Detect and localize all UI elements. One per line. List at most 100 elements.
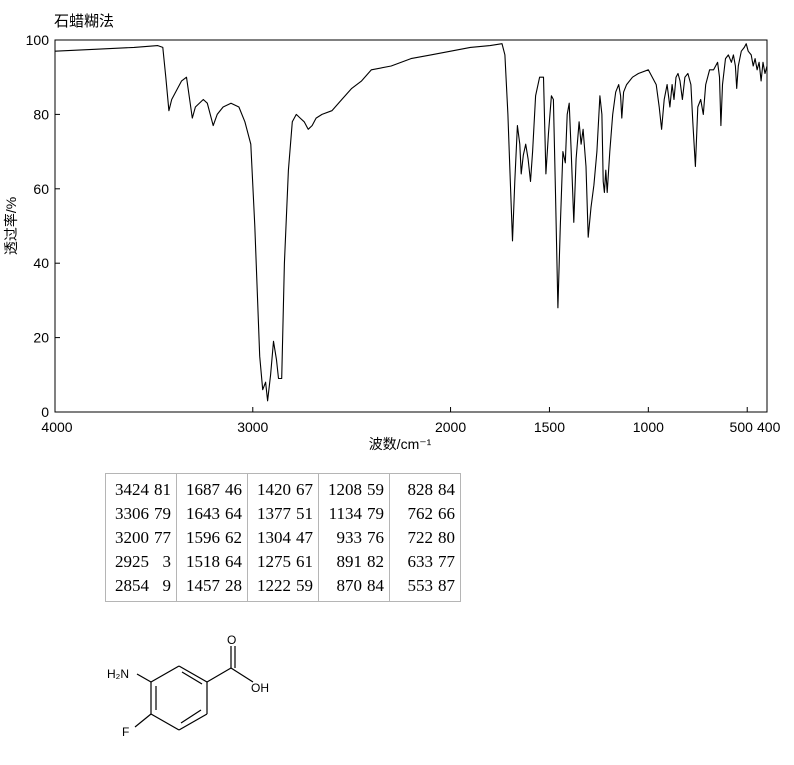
peak-entry: 1222 59 <box>253 574 313 598</box>
peak-entry: 2925 3 <box>111 550 171 574</box>
peak-transmittance: 59 <box>367 480 384 499</box>
peak-wavenumber: 1420 <box>257 480 291 499</box>
peak-wavenumber: 1208 <box>328 480 362 499</box>
peak-wavenumber: 1377 <box>257 504 291 523</box>
peak-wavenumber: 553 <box>407 576 434 595</box>
peak-entry: 762 66 <box>395 502 456 526</box>
peak-wavenumber: 762 <box>407 504 434 523</box>
peak-wavenumber: 2925 <box>115 552 149 571</box>
peak-transmittance: 62 <box>225 528 242 547</box>
peak-transmittance: 64 <box>225 504 242 523</box>
peak-wavenumber: 3200 <box>115 528 149 547</box>
peak-wavenumber: 633 <box>407 552 434 571</box>
peak-entry: 3306 79 <box>111 502 171 526</box>
peak-transmittance: 84 <box>438 480 455 499</box>
peak-wavenumber: 933 <box>336 528 363 547</box>
x-axis-label: 波数/cm⁻¹ <box>369 436 432 452</box>
peak-transmittance: 51 <box>296 504 313 523</box>
peak-wavenumber: 828 <box>407 480 434 499</box>
peak-table-column: 1687 46 1643 64 1596 62 1518 64 1457 28 <box>176 473 248 602</box>
y-tick-label: 100 <box>26 32 50 48</box>
x-tick-label: 1000 <box>633 419 664 435</box>
peak-entry: 1687 46 <box>182 478 242 502</box>
molecular-structure: H₂N F O OH <box>107 633 269 739</box>
y-axis-label: 透过率/% <box>3 197 19 255</box>
peak-table-column: 1420 67 1377 51 1304 47 1275 61 1222 59 <box>247 473 319 602</box>
peak-transmittance: 79 <box>367 504 384 523</box>
carbonyl-oxygen-label: O <box>227 633 236 647</box>
y-tick-label: 0 <box>41 404 49 420</box>
peak-wavenumber: 1275 <box>257 552 291 571</box>
peak-entry: 2854 9 <box>111 574 171 598</box>
peak-entry: 1457 28 <box>182 574 242 598</box>
peak-transmittance: 77 <box>154 528 171 547</box>
y-tick-label: 20 <box>33 330 49 346</box>
peak-wavenumber: 2854 <box>115 576 149 595</box>
peak-wavenumber: 1596 <box>186 528 220 547</box>
peak-entry: 1208 59 <box>324 478 384 502</box>
x-tick-label: 3000 <box>237 419 268 435</box>
peak-transmittance: 28 <box>225 576 242 595</box>
peak-transmittance: 82 <box>367 552 384 571</box>
method-label: 石蜡糊法 <box>54 13 114 30</box>
y-tick-label: 80 <box>33 106 49 122</box>
peak-entry: 1596 62 <box>182 526 242 550</box>
peak-transmittance: 67 <box>296 480 313 499</box>
peak-entry: 1518 64 <box>182 550 242 574</box>
peak-transmittance: 59 <box>296 576 313 595</box>
peak-wavenumber: 722 <box>407 528 434 547</box>
peak-transmittance: 9 <box>162 576 172 595</box>
peak-transmittance: 81 <box>154 480 171 499</box>
peak-wavenumber: 3424 <box>115 480 149 499</box>
peak-wavenumber: 891 <box>336 552 363 571</box>
peak-wavenumber: 1643 <box>186 504 220 523</box>
ir-spectrum-chart: 石蜡糊法 0 20 40 60 80 100 4000 3000 2000 1500 1000 50… <box>3 13 781 452</box>
hydroxyl-label: OH <box>251 681 269 695</box>
peak-transmittance: 46 <box>225 480 242 499</box>
peak-entry: 1377 51 <box>253 502 313 526</box>
spectrum-series-line <box>54 43 768 402</box>
peak-table-column: 3424 81 3306 79 3200 77 2925 3 2854 9 <box>105 473 177 602</box>
peak-wavenumber: 1134 <box>328 504 362 523</box>
peak-transmittance: 77 <box>438 552 455 571</box>
peak-entry: 891 82 <box>324 550 385 574</box>
amino-label: H₂N <box>107 667 129 681</box>
peak-entry: 1420 67 <box>253 478 313 502</box>
peak-entry: 933 76 <box>324 526 385 550</box>
peak-wavenumber: 1457 <box>186 576 220 595</box>
peak-transmittance: 79 <box>154 504 171 523</box>
peak-entry: 633 77 <box>395 550 456 574</box>
peak-table: 3424 81 3306 79 3200 77 2925 3 2854 9 1687 46 1643 64… <box>105 473 461 602</box>
peak-entry: 3424 81 <box>111 478 171 502</box>
peak-entry: 1134 79 <box>324 502 384 526</box>
peak-wavenumber: 1687 <box>186 480 220 499</box>
peak-transmittance: 64 <box>225 552 242 571</box>
peak-entry: 1275 61 <box>253 550 313 574</box>
peak-table-column: 828 84 762 66 722 80 633 77 553 87 <box>389 473 461 602</box>
x-tick-label: 500 <box>730 419 754 435</box>
peak-transmittance: 76 <box>367 528 384 547</box>
x-tick-label: 2000 <box>435 419 466 435</box>
peak-wavenumber: 870 <box>336 576 363 595</box>
peak-entry: 828 84 <box>395 478 456 502</box>
x-tick-label: 4000 <box>41 419 72 435</box>
y-tick-label: 40 <box>33 255 49 271</box>
y-axis-ticks: 0 20 40 60 80 100 <box>26 32 60 420</box>
peak-transmittance: 47 <box>296 528 313 547</box>
peak-table-column: 1208 59 1134 79 933 76 891 82 870 84 <box>318 473 390 602</box>
fluoro-label: F <box>122 725 129 739</box>
peak-transmittance: 80 <box>438 528 455 547</box>
peak-entry: 870 84 <box>324 574 385 598</box>
peak-wavenumber: 1304 <box>257 528 291 547</box>
peak-transmittance: 3 <box>162 552 172 571</box>
peak-entry: 722 80 <box>395 526 456 550</box>
y-tick-label: 60 <box>33 181 49 197</box>
peak-transmittance: 61 <box>296 552 313 571</box>
peak-transmittance: 84 <box>367 576 384 595</box>
peak-transmittance: 66 <box>438 504 455 523</box>
peak-entry: 1643 64 <box>182 502 242 526</box>
peak-wavenumber: 1518 <box>186 552 220 571</box>
peak-wavenumber: 1222 <box>257 576 291 595</box>
x-tick-label: 1500 <box>534 419 565 435</box>
peak-wavenumber: 3306 <box>115 504 149 523</box>
